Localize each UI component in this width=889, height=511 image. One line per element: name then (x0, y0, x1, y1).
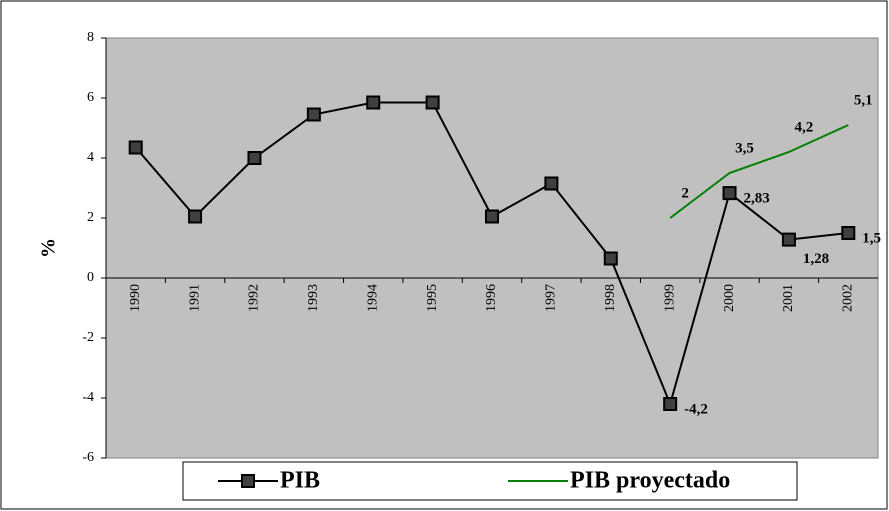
marker (247, 151, 262, 165)
marker (841, 226, 856, 240)
x-tick-label: 2000 (722, 284, 737, 312)
y-tick-label: -2 (82, 330, 94, 345)
data-label: 1,28 (803, 251, 829, 267)
data-label: 5,1 (854, 92, 873, 108)
data-label: 3,5 (735, 140, 754, 156)
y-tick-label: 6 (87, 90, 94, 105)
marker (544, 176, 559, 191)
y-tick-label: 2 (87, 210, 94, 225)
y-tick-label: 4 (87, 150, 94, 165)
series-line (669, 124, 849, 219)
legend-label: PIB (280, 468, 320, 494)
marker (781, 232, 796, 247)
legend-label: PIB proyectado (570, 468, 730, 494)
y-tick-label: 8 (87, 30, 94, 45)
x-tick-label: 2001 (781, 284, 796, 312)
y-tick-label: -4 (82, 390, 94, 405)
x-tick-label: 1992 (247, 284, 262, 312)
y-axis-label: % (38, 238, 60, 258)
marker (425, 95, 440, 110)
x-tick-label: 1994 (365, 284, 380, 312)
x-tick-label: 1998 (603, 284, 618, 312)
y-tick-label: -6 (82, 450, 94, 465)
x-tick-label: 2002 (841, 284, 856, 312)
plot-background (105, 37, 879, 459)
marker (366, 95, 381, 110)
data-label: 2,83 (744, 191, 770, 207)
marker (306, 107, 321, 122)
marker (485, 209, 499, 224)
legend (182, 461, 798, 501)
marker (603, 251, 618, 266)
x-tick-label: 1999 (662, 284, 677, 312)
data-label: -4,2 (684, 401, 708, 417)
x-tick-label: 1995 (425, 284, 440, 312)
x-tick-label: 1993 (306, 284, 321, 312)
marker (128, 140, 143, 155)
x-tick-label: 1996 (484, 284, 499, 312)
legend-marker (241, 474, 255, 488)
y-tick-label: 0 (87, 270, 94, 285)
x-tick-label: 1991 (187, 284, 202, 312)
marker (722, 186, 737, 201)
data-label: 2 (681, 185, 689, 201)
data-label: 1,5 (862, 230, 881, 246)
marker (663, 397, 678, 411)
data-label: 4,2 (795, 119, 814, 135)
marker (188, 209, 203, 224)
x-tick-label: 1990 (128, 284, 143, 312)
x-tick-label: 1997 (544, 284, 559, 312)
